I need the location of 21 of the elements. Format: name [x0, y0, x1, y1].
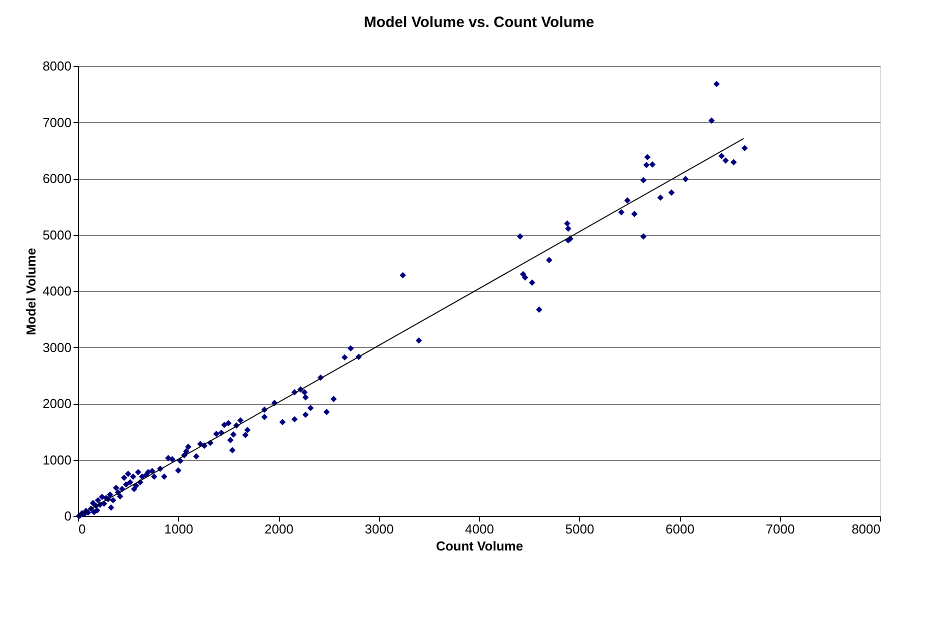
x-tick-label: 0 [78, 522, 86, 536]
y-tick-label: 1000 [42, 452, 72, 468]
y-tick-label: 6000 [42, 171, 72, 186]
x-tick-label: 6000 [666, 522, 694, 536]
y-tick-label: 4000 [42, 284, 72, 298]
x-tick-label: 1000 [164, 522, 194, 536]
x-tick-label: 2000 [264, 522, 294, 536]
x-tick-label: 4000 [465, 522, 494, 536]
y-tick-label: 7000 [42, 114, 72, 130]
y-tick-label: 8000 [42, 58, 72, 74]
x-tick-label: 8000 [852, 522, 880, 536]
x-tick-label: 7000 [766, 522, 795, 536]
x-tick-label: 5000 [565, 522, 594, 536]
y-tick-label: 2000 [42, 396, 72, 411]
y-tick-label: 5000 [42, 227, 72, 242]
chart-title: Model Volume vs. Count Volume [364, 14, 594, 31]
x-tick-label: 3000 [364, 522, 394, 536]
y-tick-label: 3000 [42, 340, 72, 355]
y-axis-title: Model Volume [24, 248, 39, 336]
y-tick-label: 0 [64, 508, 72, 524]
x-axis-title: Count Volume [436, 538, 524, 554]
